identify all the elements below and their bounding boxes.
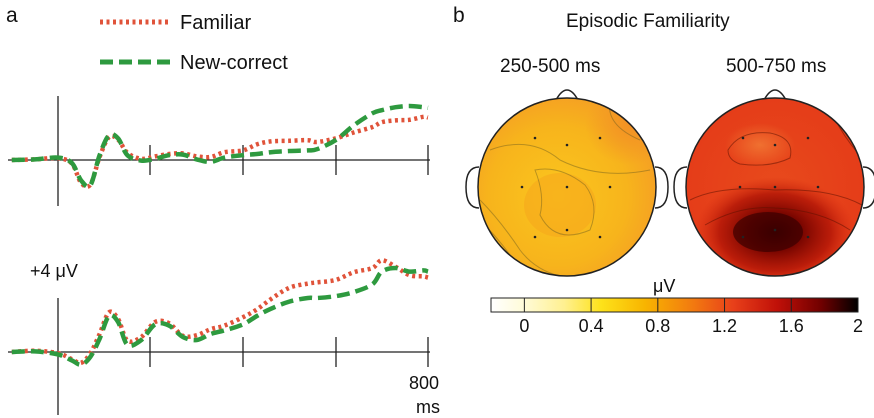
colorbar-tick-label: 1.2 xyxy=(712,316,737,336)
left-ear-icon xyxy=(673,166,688,209)
erp-bottom-plot xyxy=(11,257,429,367)
erp-top-axes xyxy=(8,96,430,206)
topomap-250-500 xyxy=(465,89,669,277)
map-2-window: 500-750 ms xyxy=(726,56,826,77)
scale-label: +4 μV xyxy=(30,261,78,281)
colorbar-tick-label: 0.8 xyxy=(645,316,670,336)
topomap-500-750 xyxy=(673,89,874,277)
right-ear-icon xyxy=(654,166,669,209)
panel-a-label: a xyxy=(6,4,18,27)
head-outline xyxy=(477,97,657,277)
legend-familiar-label: Familiar xyxy=(180,12,251,34)
colorbar-tick-label: 2 xyxy=(853,316,863,336)
left-ear-icon xyxy=(465,166,480,209)
colorbar-unit: μV xyxy=(653,276,675,296)
colorbar-tick-label: 1.6 xyxy=(779,316,804,336)
colorbar-tick-label: 0 xyxy=(519,316,529,336)
head-outline xyxy=(685,97,865,277)
colorbar-tick-label: 0.4 xyxy=(579,316,604,336)
panel-b-title: Episodic Familiarity xyxy=(566,11,730,32)
colorbar: μV 0 0.4 0.8 1.2 1.6 2 xyxy=(490,276,863,336)
map-1-window: 250-500 ms xyxy=(500,56,600,77)
colorbar-gradient xyxy=(490,297,859,313)
series-line-new-correct xyxy=(11,265,429,367)
electrode-dots xyxy=(738,136,820,239)
series-line-familiar xyxy=(11,114,429,190)
panel-b-label: b xyxy=(453,4,465,27)
x-end-label: 800 xyxy=(409,373,439,393)
series-line-new-correct xyxy=(11,103,429,189)
x-unit-label: ms xyxy=(416,397,440,417)
right-ear-icon xyxy=(862,166,874,209)
legend-new-correct-label: New-correct xyxy=(180,52,288,74)
erp-top-plot xyxy=(11,103,429,190)
electrode-dots xyxy=(520,136,612,239)
